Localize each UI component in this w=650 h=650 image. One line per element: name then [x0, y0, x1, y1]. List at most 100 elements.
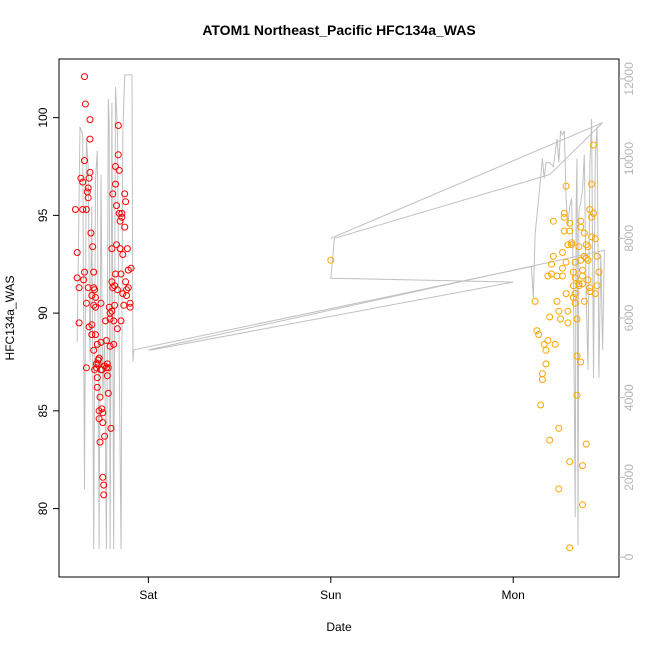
orange-data-point: [546, 436, 554, 444]
y-right-tick-label: 0: [622, 553, 636, 560]
orange-data-point: [555, 485, 563, 493]
red-data-point: [106, 342, 114, 350]
orange-data-point: [542, 360, 550, 368]
y-left-tick-label: 100: [36, 107, 50, 127]
orange-data-point: [582, 254, 590, 262]
x-axis-label: Date: [326, 620, 352, 634]
gray-series-line: [330, 122, 603, 239]
orange-data-point: [590, 141, 597, 149]
red-data-point: [115, 166, 123, 174]
orange-data-point: [580, 229, 588, 237]
orange-data-point: [546, 313, 554, 321]
red-data-point: [122, 278, 130, 286]
gray-line-series: [76, 74, 605, 550]
orange-data-point: [577, 217, 585, 225]
orange-data-point: [588, 180, 596, 188]
orange-data-point: [555, 424, 563, 432]
orange-data-point: [579, 280, 586, 288]
red-data-point: [124, 284, 132, 292]
orange-data-point: [591, 290, 599, 298]
orange-data-point: [568, 239, 576, 247]
orange-data-point: [560, 227, 568, 235]
red-data-point: [126, 299, 134, 307]
red-data-point: [116, 217, 124, 225]
red-data-point: [90, 346, 98, 354]
orange-data-point: [590, 209, 597, 217]
red-data-point: [113, 325, 121, 333]
red-data-point: [113, 202, 120, 210]
red-data-point: [100, 481, 108, 489]
red-data-point: [127, 264, 135, 272]
y-axis-left: 80 85 90 95 100: [36, 107, 59, 515]
orange-data-point: [566, 219, 574, 227]
y-right-tick-label: 12000: [622, 62, 636, 96]
red-data-point: [79, 206, 87, 213]
x-tick-label: Sat: [139, 588, 158, 602]
y-right-tick-label: 8000: [622, 225, 636, 252]
orange-data-point: [571, 299, 579, 307]
red-data-point: [114, 151, 122, 159]
gray-series-line: [76, 74, 134, 550]
red-data-point: [109, 284, 117, 292]
red-data-point: [82, 206, 90, 213]
orange-data-point: [560, 213, 568, 221]
orange-data-point: [595, 268, 603, 276]
gray-series-line: [148, 118, 605, 546]
red-data-point: [106, 315, 114, 323]
orange-data-point: [573, 315, 581, 323]
chart-title: ATOM1 Northeast_Pacific HFC134a_WAS: [202, 22, 475, 38]
red-data-point: [82, 299, 90, 307]
red-data-point: [108, 307, 116, 315]
red-data-point: [89, 243, 97, 251]
orange-data-point: [573, 391, 581, 399]
orange-data-point: [537, 401, 545, 409]
red-data-point: [111, 301, 119, 309]
orange-data-point: [533, 327, 541, 335]
red-data-point: [71, 206, 79, 213]
red-data-point: [123, 245, 131, 253]
orange-data-point: [575, 280, 583, 288]
orange-data-point: [571, 274, 579, 282]
orange-data-point: [559, 249, 566, 256]
orange-data-point: [540, 340, 548, 348]
red-data-point: [114, 122, 122, 129]
red-data-point: [73, 249, 81, 256]
orange-data-point: [327, 256, 335, 264]
red-data-point: [86, 135, 94, 143]
red-data-point: [93, 374, 101, 382]
red-data-point: [92, 331, 99, 339]
red-data-point: [85, 174, 93, 182]
orange-data-point: [538, 376, 546, 384]
red-data-point: [77, 174, 85, 182]
red-data-point: [102, 364, 110, 372]
red-data-point: [98, 405, 106, 413]
red-data-point: [119, 251, 127, 258]
red-data-point: [92, 303, 99, 311]
red-data-point: [121, 190, 129, 198]
orange-data-point: [551, 340, 559, 348]
red-data-point: [121, 223, 129, 231]
red-data-point: [75, 319, 83, 327]
orange-data-point: [564, 241, 572, 249]
red-data-point: [103, 360, 111, 368]
red-data-point: [95, 415, 103, 423]
red-data-point: [122, 198, 130, 206]
red-data-point: [123, 292, 130, 299]
red-data-point: [90, 268, 98, 276]
red-data-point: [116, 245, 124, 253]
red-data-point: [92, 294, 99, 301]
red-data-point: [81, 268, 88, 276]
orange-data-point: [538, 370, 546, 378]
red-data-point: [82, 364, 90, 372]
orange-data-point: [544, 337, 552, 344]
orange-data-point: [584, 243, 592, 251]
orange-data-point: [591, 235, 599, 243]
red-data-point: [117, 270, 125, 278]
orange-data-point: [566, 458, 574, 466]
red-data-point: [97, 299, 105, 307]
y-right-tick-label: 6000: [622, 304, 636, 331]
orange-data-point: [564, 319, 572, 327]
x-tick-label: Mon: [502, 588, 525, 602]
y-left-tick-label: 95: [36, 208, 50, 222]
orange-data-point: [544, 272, 552, 280]
